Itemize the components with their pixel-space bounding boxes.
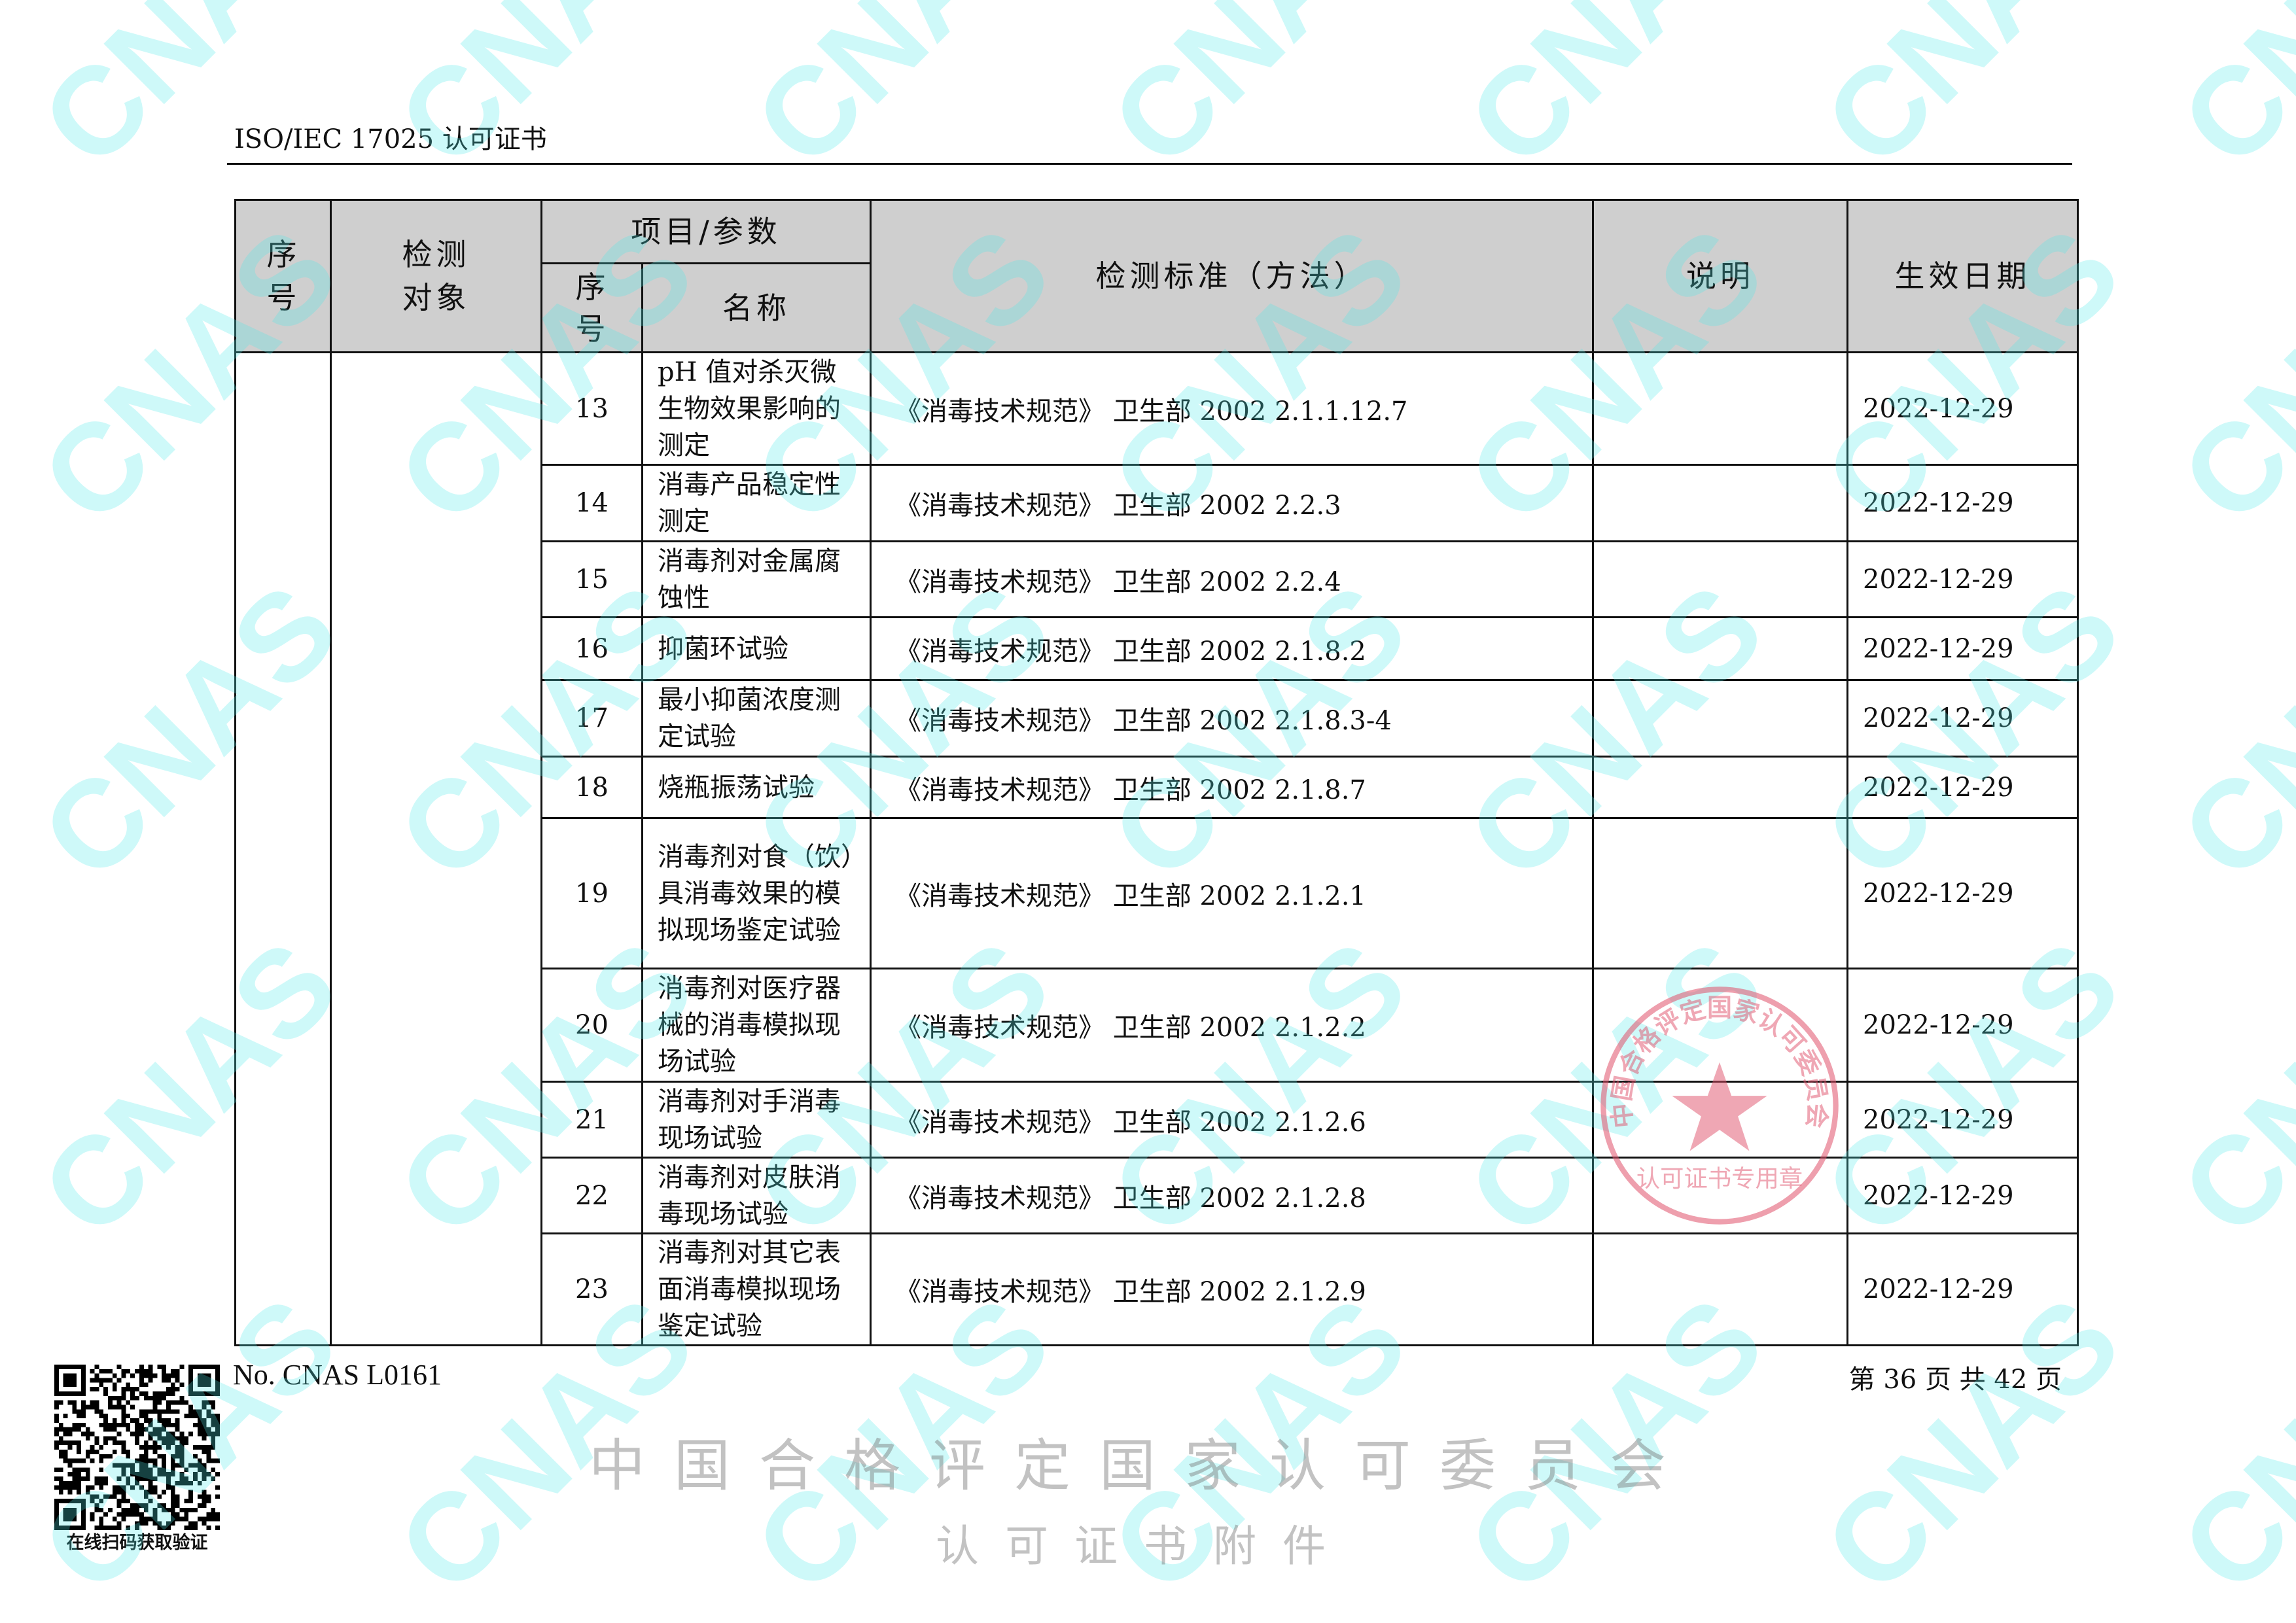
date-cell: 2022-12-29 [1846,540,2079,618]
standard-cell: 《消毒技术规范》 卫生部 2002 2.2.4 [870,540,1594,618]
item-name-cell: 烧瓶振荡试验 [641,756,872,819]
item-seq-cell: 15 [540,540,643,618]
table-row: 22 消毒剂对皮肤消毒现场试验 《消毒技术规范》 卫生部 2002 2.1.2.8 2… [236,1157,2079,1234]
certificate-number: No. CNAS L0161 [233,1359,442,1391]
header-object: 检测对象 [330,199,542,353]
item-seq-cell: 19 [540,817,643,969]
date-cell: 2022-12-29 [1846,679,2079,758]
header-item-group: 项目/参数 [540,199,872,264]
header-seq: 序号 [234,199,332,353]
item-seq-cell: 20 [540,968,643,1083]
date-cell: 2022-12-29 [1846,1157,2079,1234]
standard-cell: 《消毒技术规范》 卫生部 2002 2.1.2.9 [870,1232,1594,1346]
item-seq-cell: 14 [540,464,643,542]
official-seal: 中国合格评定国家认可委员会 认可证书专用章 [1600,986,1839,1225]
item-seq-cell: 13 [540,351,643,466]
seq-cell [234,351,332,1346]
watermark-line1: 中国合格评定国家认可委员会 [589,1433,1695,1499]
item-name-cell: 消毒产品稳定性测定 [641,464,872,542]
item-name-cell: 消毒剂对医疗器械的消毒模拟现场试验 [641,968,872,1083]
date-cell: 2022-12-29 [1846,1232,2079,1346]
object-cell [330,351,542,1346]
standard-cell: 《消毒技术规范》 卫生部 2002 2.2.3 [870,464,1594,542]
standard-cell: 《消毒技术规范》 卫生部 2002 2.1.8.7 [870,756,1594,819]
item-name-cell: pH 值对杀灭微生物效果影响的测定 [641,351,872,466]
note-cell [1592,616,1848,681]
table-row: 13 pH 值对杀灭微生物效果影响的测定 《消毒技术规范》 卫生部 2002 2.1… [234,351,2079,1346]
note-cell [1592,351,1848,466]
cnas-watermark: CNAS [2155,915,2296,1263]
cnas-watermark: CNAS [2155,558,2296,906]
svg-text:认可证书专用章: 认可证书专用章 [1636,1164,1803,1193]
standard-cell: 《消毒技术规范》 卫生部 2002 2.1.2.6 [870,1081,1594,1159]
item-seq-cell: 16 [540,616,643,681]
table-row: 17 最小抑菌浓度测定试验 《消毒技术规范》 卫生部 2002 2.1.8.3-4 2… [236,679,2079,758]
watermark-line2: 认可证书附件 [936,1521,1352,1571]
item-name-cell: 消毒剂对皮肤消毒现场试验 [641,1157,872,1234]
date-cell: 2022-12-29 [1846,756,2079,819]
standard-cell: 《消毒技术规范》 卫生部 2002 2.1.1.12.7 [870,351,1594,466]
item-name-cell: 抑菌环试验 [641,616,872,681]
note-cell [1592,817,1848,969]
header-item-seq: 序号 [540,262,643,353]
item-name-cell: 消毒剂对食（饮）具消毒效果的模拟现场鉴定试验 [641,817,872,969]
table-row: 15 消毒剂对金属腐蚀性 《消毒技术规范》 卫生部 2002 2.2.4 2022-1… [236,540,2079,618]
item-name-cell: 消毒剂对其它表面消毒模拟现场鉴定试验 [641,1232,872,1346]
date-cell: 2022-12-29 [1846,351,2079,466]
note-cell [1592,464,1848,542]
item-name-cell: 消毒剂对手消毒现场试验 [641,1081,872,1159]
standard-cell: 《消毒技术规范》 卫生部 2002 2.1.2.8 [870,1157,1594,1234]
item-seq-cell: 23 [540,1232,643,1346]
date-cell: 2022-12-29 [1846,968,2079,1083]
header-standard: 检测标准（方法） [870,199,1594,353]
standard-cell: 《消毒技术规范》 卫生部 2002 2.1.8.3-4 [870,679,1594,758]
item-name-cell: 最小抑菌浓度测定试验 [641,679,872,758]
header-title: ISO/IEC 17025 认可证书 [234,124,547,154]
item-seq-cell: 22 [540,1157,643,1234]
cnas-watermark: CNAS [2155,0,2296,193]
date-cell: 2022-12-29 [1846,817,2079,969]
date-cell: 2022-12-29 [1846,616,2079,681]
table-row: 19 消毒剂对食（饮）具消毒效果的模拟现场鉴定试验 《消毒技术规范》 卫生部 200… [236,817,2079,969]
item-seq-cell: 17 [540,679,643,758]
header-item-name: 名称 [641,262,872,353]
item-seq-cell: 21 [540,1081,643,1159]
verification-qr-code[interactable] [54,1365,220,1530]
table-row: 23 消毒剂对其它表面消毒模拟现场鉴定试验 《消毒技术规范》 卫生部 2002 2.… [236,1232,2079,1346]
qr-caption: 在线扫码获取验证 [66,1533,208,1553]
note-cell [1592,756,1848,819]
note-cell [1592,679,1848,758]
cnas-watermark: CNAS [2155,201,2296,550]
table-row: 21 消毒剂对手消毒现场试验 《消毒技术规范》 卫生部 2002 2.1.2.6 20… [236,1081,2079,1159]
standard-cell: 《消毒技术规范》 卫生部 2002 2.1.8.2 [870,616,1594,681]
header-divider [227,163,2072,165]
note-cell [1592,1232,1848,1346]
page-indicator: 第 36 页 共 42 页 [1848,1365,2062,1395]
header-note: 说明 [1592,199,1848,353]
table-row: 14 消毒产品稳定性测定 《消毒技术规范》 卫生部 2002 2.2.3 2022-1… [236,464,2079,542]
item-seq-cell: 18 [540,756,643,819]
header-date: 生效日期 [1846,199,2079,353]
table-row: 18 烧瓶振荡试验 《消毒技术规范》 卫生部 2002 2.1.8.7 2022-12… [236,756,2079,819]
item-name-cell: 消毒剂对金属腐蚀性 [641,540,872,618]
standard-cell: 《消毒技术规范》 卫生部 2002 2.1.2.2 [870,968,1594,1083]
accreditation-table: 序号 检测对象 项目/参数 检测标准（方法） 说明 生效日期 序号 名称 13 p… [234,199,2079,1346]
table-row: 16 抑菌环试验 《消毒技术规范》 卫生部 2002 2.1.8.2 2022-12-… [236,616,2079,681]
note-cell [1592,540,1848,618]
standard-cell: 《消毒技术规范》 卫生部 2002 2.1.2.1 [870,817,1594,969]
date-cell: 2022-12-29 [1846,464,2079,542]
cnas-watermark: CNAS [2155,1271,2296,1619]
date-cell: 2022-12-29 [1846,1081,2079,1159]
